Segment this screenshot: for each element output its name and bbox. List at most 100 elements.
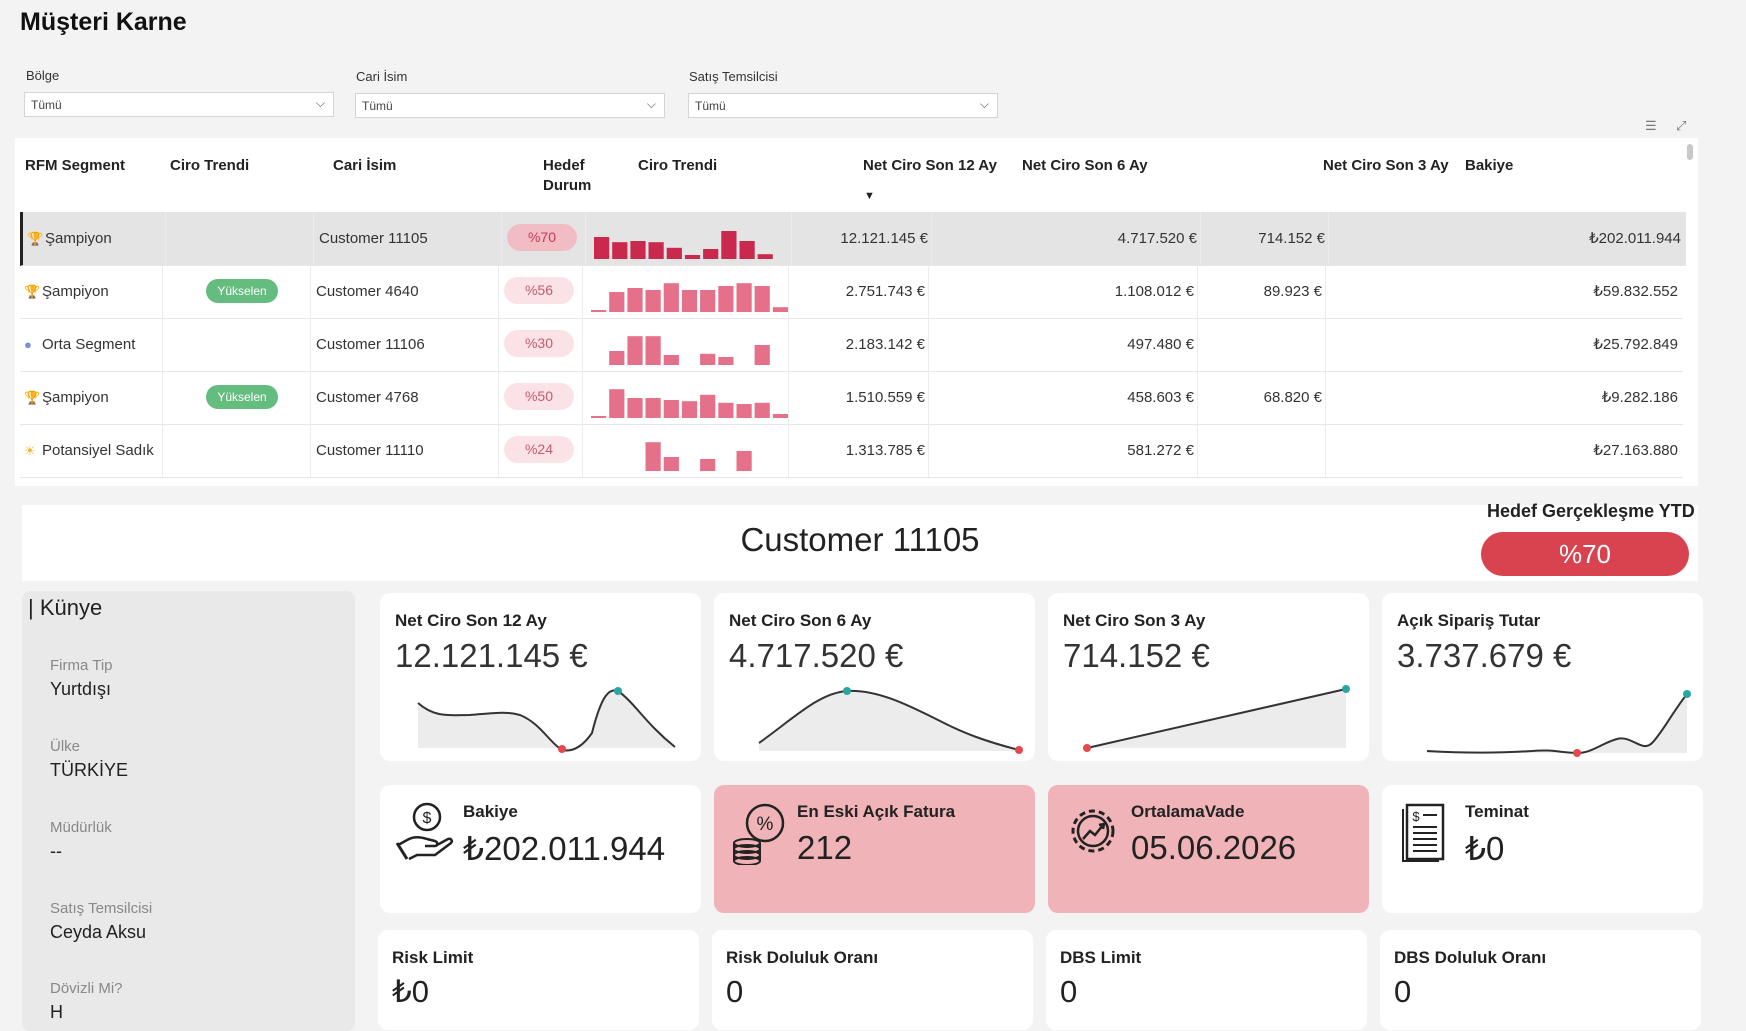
cari-name: Customer 11110 — [316, 442, 424, 459]
segment-label: Şampiyon — [42, 283, 109, 300]
trophy-icon: 🏆 — [27, 231, 44, 246]
sparkline-bar — [736, 451, 752, 471]
net-ciro-6: 4.717.520 € — [1117, 230, 1197, 247]
sparkline-bar — [663, 400, 679, 418]
customer-header: Customer 11105 — [22, 505, 1698, 581]
cari-name: Customer 11106 — [316, 336, 425, 353]
table-row[interactable]: 🏆 Şampiyon Customer 11105 %70 12.121.145… — [20, 212, 1686, 266]
col-net-ciro-6[interactable]: Net Ciro Son 6 Ay — [1022, 157, 1148, 174]
col-hedef-line1: Hedef — [543, 157, 585, 174]
sparkline-bar — [645, 336, 661, 365]
col-cari-isim[interactable]: Cari İsim — [333, 157, 397, 174]
sparkline-bar — [645, 398, 661, 418]
bakiye: ₺59.832.552 — [1593, 283, 1678, 300]
kpi-card-net3: Net Ciro Son 3 Ay 714.152 € — [1048, 593, 1369, 761]
table-row[interactable]: ☀ Potansiyel Sadık Customer 11110 %24 1.… — [20, 424, 1683, 478]
ciro-sparkline — [591, 389, 788, 418]
sparkline-bar — [663, 355, 679, 365]
table-row[interactable]: ● Orta Segment Customer 11106 %30 2.183.… — [20, 318, 1683, 372]
sparkline-bar — [739, 241, 755, 259]
card-title: Bakiye — [463, 802, 518, 821]
kpi-value: 714.152 € — [1063, 637, 1210, 674]
sparkline-bar — [627, 288, 643, 312]
sparkline-bar — [700, 290, 716, 312]
table-row[interactable]: 🏆 Şampiyon Yükselen Customer 4640 %56 2.… — [20, 265, 1683, 319]
chevron-down-icon: ⌵ — [979, 97, 989, 111]
money-hand-icon: $ — [395, 802, 454, 861]
sparkline-bar — [736, 283, 752, 312]
filter-icon[interactable]: ☰ — [1645, 118, 1657, 133]
card-bakiye: $ Bakiye ₺202.011.944 — [380, 785, 701, 913]
filter-bolge-value: Tümü — [31, 98, 62, 112]
trend-badge: Yükselen — [206, 279, 278, 303]
kpi-title: Net Ciro Son 12 Ay — [395, 611, 547, 630]
card-dbs-limit: DBS Limit 0 — [1046, 930, 1367, 1030]
net-ciro-12: 1.510.559 € — [845, 389, 925, 406]
trend-max-point — [614, 687, 622, 695]
card-teminat: $ Teminat ₺0 — [1382, 785, 1703, 913]
customer-table: RFM Segment Ciro Trendi Cari İsim Hedef … — [15, 138, 1698, 486]
trend-line-siparis — [1426, 690, 1691, 757]
sparkline-bar — [718, 357, 734, 365]
net-ciro-12: 12.121.145 € — [840, 230, 928, 247]
sparkline-bar — [594, 237, 610, 259]
hedef-pill: %30 — [504, 330, 574, 357]
net-ciro-3: 89.923 € — [1263, 283, 1322, 300]
col-rfm-segment[interactable]: RFM Segment — [25, 157, 126, 174]
kunye-label-mudurluk: Müdürlük — [50, 819, 112, 836]
filter-label-satis: Satış Temsilcisi — [689, 69, 778, 84]
sparkline-bar — [627, 336, 643, 365]
filter-satis-dropdown[interactable]: Tümü ⌵ — [688, 93, 998, 118]
sparkline-bar — [700, 353, 716, 365]
net-ciro-12: 1.313.785 € — [845, 442, 925, 459]
net-ciro-6: 1.108.012 € — [1114, 283, 1194, 300]
sparkline-bar — [754, 286, 770, 312]
customer-title: Customer 11105 — [740, 521, 980, 558]
kunye-label-firma-tip: Firma Tip — [50, 657, 113, 674]
col-net-ciro-12[interactable]: Net Ciro Son 12 Ay — [863, 157, 997, 174]
focus-mode-icon[interactable]: ⤢ — [1676, 118, 1687, 133]
card-value: ₺0 — [1465, 830, 1505, 867]
trend-min-point — [558, 745, 566, 753]
trophy-icon: 🏆 — [24, 284, 41, 299]
filter-bolge-dropdown[interactable]: Tümü ⌵ — [24, 92, 334, 117]
card-title: Risk Doluluk Oranı — [726, 948, 879, 967]
sparkline-bar — [757, 254, 773, 259]
table-row[interactable]: 🏆 Şampiyon Yükselen Customer 4768 %50 1.… — [20, 371, 1683, 425]
kunye-label-ulke: Ülke — [50, 738, 81, 755]
sparkline-bar — [718, 286, 734, 312]
card-value: 212 — [797, 829, 853, 866]
kunye-label-satis: Satış Temsilcisi — [50, 900, 153, 917]
col-hedef-durum[interactable]: Hedef Durum — [543, 156, 591, 196]
kunye-value-satis: Ceyda Aksu — [50, 922, 147, 942]
sort-descending-icon[interactable]: ▼ — [864, 190, 875, 202]
col-ciro-trendi-1[interactable]: Ciro Trendi — [170, 157, 250, 174]
table-scrollbar[interactable] — [1687, 144, 1693, 160]
trend-badge: Yükselen — [206, 385, 278, 409]
filter-cari-dropdown[interactable]: Tümü ⌵ — [355, 93, 665, 118]
card-title: OrtalamaVade — [1131, 802, 1245, 821]
segment-label: Orta Segment — [42, 336, 136, 353]
kpi-value: 3.737.679 € — [1397, 637, 1572, 674]
sparkline-bar — [630, 241, 646, 259]
col-ciro-trendi-2[interactable]: Ciro Trendi — [638, 157, 718, 174]
cari-name: Customer 4768 — [316, 389, 419, 406]
bakiye: ₺202.011.944 — [1589, 230, 1681, 247]
sparkline-bar — [703, 249, 719, 259]
trophy-icon: 🏆 — [24, 390, 41, 405]
sparkline-bar — [700, 459, 716, 471]
trend-min-point — [1573, 749, 1581, 757]
segment-label: Şampiyon — [42, 389, 109, 406]
col-bakiye[interactable]: Bakiye — [1465, 157, 1514, 174]
chevron-down-icon: ⌵ — [315, 96, 325, 110]
sparkline-bar — [754, 402, 770, 418]
trend-min-point — [1083, 744, 1091, 752]
gear-chart-icon — [1071, 809, 1115, 853]
hedef-pill: %56 — [504, 277, 574, 304]
kunye-value-mudurluk: -- — [50, 841, 62, 861]
svg-text:$: $ — [423, 810, 432, 827]
sparkline-bar — [736, 404, 752, 418]
col-net-ciro-3[interactable]: Net Ciro Son 3 Ay — [1323, 157, 1449, 174]
kpi-card-siparis: Açık Sipariş Tutar 3.737.679 € — [1382, 593, 1703, 761]
trend-max-point — [843, 687, 851, 695]
